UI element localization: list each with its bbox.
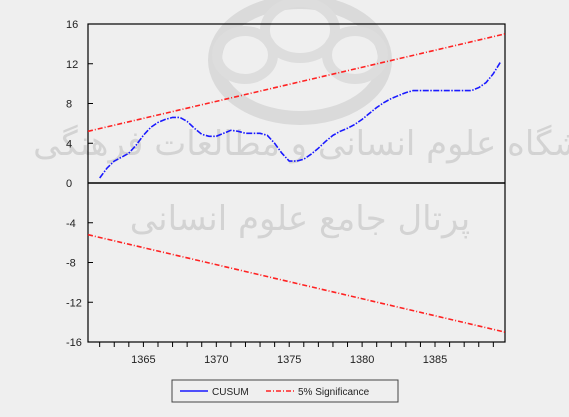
watermark-text-line2: پرتال جامع علوم انسانی: [130, 199, 470, 239]
legend-label-cusum: CUSUM: [212, 387, 249, 398]
legend: CUSUM 5% Significance: [171, 379, 399, 403]
series-layer: [87, 33, 506, 333]
y-tick-label: 8: [66, 99, 72, 111]
series-line-significance-lower: [87, 233, 506, 333]
y-axis: 16 12 8 4 0 -4 -8 -12 -16: [66, 19, 93, 349]
x-tick-label: 1380: [350, 354, 374, 366]
x-axis: 1365 1370 1375 1380 1385: [99, 342, 494, 366]
y-tick-label: -16: [66, 337, 82, 349]
legend-box: [171, 379, 399, 403]
y-tick-label: 0: [66, 178, 72, 190]
y-tick-label: 16: [66, 19, 78, 31]
x-tick-label: 1385: [423, 354, 447, 366]
series-line-significance-upper: [87, 33, 506, 133]
y-tick-label: 4: [66, 138, 72, 150]
y-tick-label: -8: [66, 258, 76, 270]
y-tick-label: -4: [66, 218, 76, 230]
x-tick-label: 1370: [204, 354, 228, 366]
y-tick-label: -12: [66, 297, 82, 309]
watermark-logo: پژوهشگاه علوم انسانی و مطالعات فرهنگی پر…: [33, 0, 569, 239]
y-tick-label: 12: [66, 59, 78, 71]
legend-label-significance: 5% Significance: [298, 387, 370, 398]
x-tick-label: 1365: [131, 354, 155, 366]
x-tick-label: 1375: [277, 354, 301, 366]
watermark-text-line1: پژوهشگاه علوم انسانی و مطالعات فرهنگی: [33, 124, 569, 164]
series-line-cusum: [99, 61, 502, 179]
